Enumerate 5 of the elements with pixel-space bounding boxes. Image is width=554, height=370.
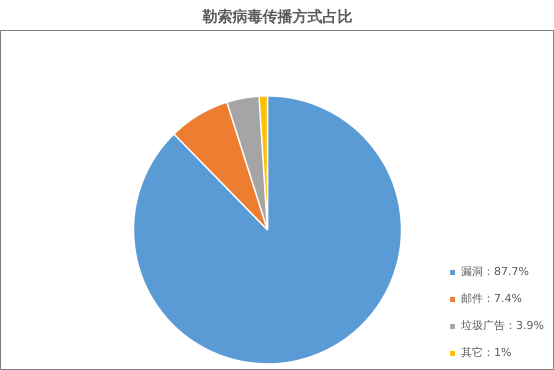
- legend-label: 垃圾广告：3.9%: [461, 318, 544, 333]
- chart-title: 勒索病毒传播方式占比: [202, 8, 352, 26]
- legend-label: 邮件：7.4%: [461, 291, 522, 306]
- legend-label: 其它：1%: [461, 345, 512, 360]
- legend-label: 漏洞：87.7%: [461, 264, 529, 279]
